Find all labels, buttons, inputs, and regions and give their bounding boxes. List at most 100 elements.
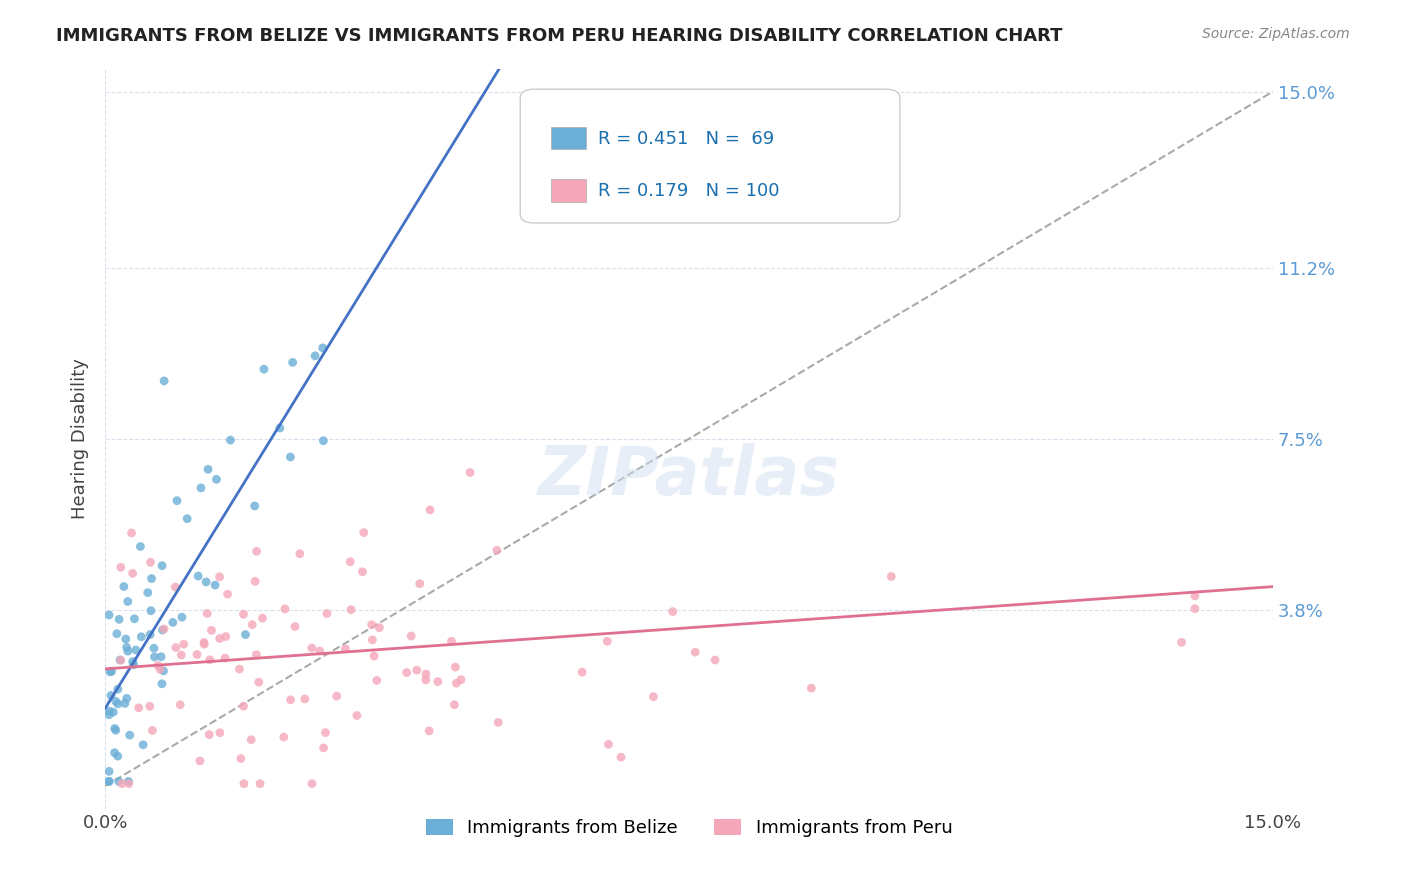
Point — [98, 607, 121, 622]
Point — [440, 634, 463, 648]
Point — [114, 632, 136, 646]
Text: Source: ZipAtlas.com: Source: ZipAtlas.com — [1202, 27, 1350, 41]
Point — [197, 462, 219, 476]
Point — [243, 574, 266, 589]
Point — [229, 751, 252, 765]
Point — [110, 653, 132, 667]
Point — [444, 660, 467, 674]
Point — [193, 635, 215, 649]
Point — [204, 578, 226, 592]
Point — [366, 673, 388, 688]
Point — [409, 576, 432, 591]
Point — [143, 649, 166, 664]
Text: R = 0.179   N = 100: R = 0.179 N = 100 — [598, 182, 779, 200]
Point — [152, 664, 174, 678]
Point — [228, 662, 250, 676]
Point — [273, 730, 295, 744]
Point — [190, 481, 212, 495]
Legend: Immigrants from Belize, Immigrants from Peru: Immigrants from Belize, Immigrants from … — [419, 812, 959, 845]
Point — [104, 723, 127, 738]
Point — [325, 689, 347, 703]
Text: IMMIGRANTS FROM BELIZE VS IMMIGRANTS FROM PERU HEARING DISABILITY CORRELATION CH: IMMIGRANTS FROM BELIZE VS IMMIGRANTS FRO… — [56, 27, 1063, 45]
Point — [208, 725, 231, 739]
Point — [108, 653, 131, 667]
Point — [281, 355, 304, 369]
Point — [418, 723, 440, 738]
Point — [149, 662, 172, 676]
Point — [139, 555, 162, 569]
Point — [252, 611, 274, 625]
Point — [312, 434, 335, 448]
Point — [170, 610, 193, 624]
Point — [235, 627, 257, 641]
Point — [294, 692, 316, 706]
Point — [165, 640, 187, 655]
Point — [193, 637, 215, 651]
Point — [1170, 635, 1192, 649]
Point — [173, 637, 195, 651]
Point — [395, 665, 418, 680]
Point — [598, 737, 620, 751]
Point — [117, 644, 139, 658]
Point — [107, 749, 129, 764]
Point — [304, 349, 326, 363]
Point — [170, 648, 193, 662]
Point — [232, 777, 254, 791]
Point — [755, 178, 778, 192]
Point — [139, 627, 162, 641]
Point — [115, 640, 138, 655]
Point — [104, 694, 127, 708]
Point — [150, 649, 173, 664]
Point — [124, 612, 146, 626]
Point — [661, 605, 683, 619]
Point — [115, 691, 138, 706]
Point — [312, 341, 335, 355]
Point — [340, 602, 363, 616]
Point — [98, 764, 121, 779]
Point — [110, 560, 132, 574]
Point — [176, 511, 198, 525]
Point — [195, 607, 218, 621]
Point — [352, 565, 374, 579]
Point — [243, 499, 266, 513]
Point — [415, 673, 437, 687]
Point — [141, 723, 163, 738]
Point — [368, 621, 391, 635]
Point — [596, 634, 619, 648]
Point — [284, 619, 307, 633]
Point — [100, 689, 122, 703]
Point — [112, 580, 135, 594]
Point — [153, 622, 176, 636]
Point — [117, 774, 139, 789]
Point — [136, 585, 159, 599]
Point — [129, 540, 152, 554]
Point — [98, 774, 121, 789]
Point — [335, 641, 357, 656]
Point — [405, 663, 427, 677]
Point — [353, 525, 375, 540]
Point — [360, 617, 382, 632]
Point — [118, 777, 141, 791]
Point — [249, 777, 271, 791]
Point — [98, 665, 121, 679]
Point — [301, 640, 323, 655]
Point — [246, 544, 269, 558]
Point — [150, 558, 173, 573]
Point — [217, 587, 239, 601]
Point — [247, 675, 270, 690]
Point — [458, 466, 481, 480]
Point — [165, 580, 187, 594]
Point — [485, 543, 508, 558]
Point — [122, 657, 145, 672]
Point — [1184, 601, 1206, 615]
Point — [107, 682, 129, 697]
Point — [107, 774, 129, 789]
Point — [346, 708, 368, 723]
Point — [450, 673, 472, 687]
Point — [139, 604, 162, 618]
Text: ZIPatlas: ZIPatlas — [538, 442, 839, 508]
Point — [232, 699, 254, 714]
Point — [219, 433, 242, 447]
Point — [150, 677, 173, 691]
Point — [125, 643, 148, 657]
